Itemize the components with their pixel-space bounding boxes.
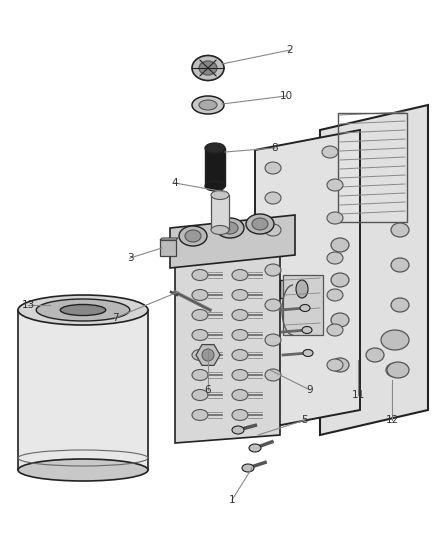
Ellipse shape	[252, 218, 268, 230]
Ellipse shape	[232, 310, 248, 320]
Ellipse shape	[199, 61, 217, 75]
Ellipse shape	[36, 299, 130, 321]
Ellipse shape	[192, 55, 224, 80]
Ellipse shape	[327, 212, 343, 224]
Ellipse shape	[265, 334, 281, 346]
Ellipse shape	[192, 409, 208, 421]
Circle shape	[202, 349, 214, 361]
Polygon shape	[255, 130, 360, 430]
Text: 8: 8	[272, 143, 278, 153]
Ellipse shape	[265, 299, 281, 311]
Ellipse shape	[60, 304, 106, 316]
Ellipse shape	[18, 295, 148, 325]
Ellipse shape	[391, 223, 409, 237]
Ellipse shape	[205, 143, 225, 153]
Text: 5: 5	[302, 415, 308, 425]
Ellipse shape	[232, 390, 248, 400]
Ellipse shape	[366, 348, 384, 362]
Ellipse shape	[265, 369, 281, 381]
Bar	[160, 240, 176, 256]
Ellipse shape	[300, 304, 310, 311]
Ellipse shape	[232, 369, 248, 381]
Ellipse shape	[387, 362, 409, 378]
Ellipse shape	[192, 270, 208, 280]
Ellipse shape	[242, 464, 254, 472]
Ellipse shape	[192, 369, 208, 381]
Ellipse shape	[331, 238, 349, 252]
Ellipse shape	[391, 298, 409, 312]
Ellipse shape	[331, 273, 349, 287]
Ellipse shape	[232, 350, 248, 360]
Ellipse shape	[265, 162, 281, 174]
Ellipse shape	[302, 327, 312, 334]
Ellipse shape	[331, 313, 349, 327]
Ellipse shape	[265, 224, 281, 236]
Text: 6: 6	[205, 385, 211, 395]
Bar	[338, 113, 407, 222]
Bar	[283, 275, 323, 335]
Ellipse shape	[205, 181, 225, 191]
Ellipse shape	[18, 459, 148, 481]
Bar	[211, 195, 229, 230]
Ellipse shape	[296, 280, 308, 298]
Text: 1: 1	[229, 495, 235, 505]
Ellipse shape	[303, 350, 313, 357]
Ellipse shape	[211, 190, 229, 199]
Ellipse shape	[199, 100, 217, 110]
Bar	[205, 148, 225, 186]
Ellipse shape	[211, 225, 229, 235]
Ellipse shape	[192, 350, 208, 360]
Ellipse shape	[216, 218, 244, 238]
Bar	[18, 310, 148, 470]
Ellipse shape	[232, 270, 248, 280]
Polygon shape	[175, 220, 280, 443]
Polygon shape	[170, 215, 295, 268]
Ellipse shape	[265, 192, 281, 204]
Ellipse shape	[179, 226, 207, 246]
Bar	[280, 280, 302, 298]
Ellipse shape	[322, 146, 338, 158]
Ellipse shape	[232, 329, 248, 341]
Ellipse shape	[331, 358, 349, 372]
Ellipse shape	[391, 258, 409, 272]
Ellipse shape	[327, 324, 343, 336]
Text: 7: 7	[112, 313, 118, 323]
Ellipse shape	[192, 390, 208, 400]
Ellipse shape	[327, 179, 343, 191]
Ellipse shape	[246, 214, 274, 234]
Text: 13: 13	[21, 300, 35, 310]
Ellipse shape	[327, 359, 343, 371]
Ellipse shape	[381, 330, 409, 350]
Ellipse shape	[232, 289, 248, 301]
Ellipse shape	[192, 329, 208, 341]
Text: 3: 3	[127, 253, 133, 263]
Ellipse shape	[192, 289, 208, 301]
Ellipse shape	[265, 264, 281, 276]
Ellipse shape	[327, 252, 343, 264]
Polygon shape	[160, 238, 178, 240]
Text: 12: 12	[385, 415, 399, 425]
Ellipse shape	[232, 426, 244, 434]
Polygon shape	[320, 105, 428, 435]
Text: 11: 11	[351, 390, 364, 400]
Ellipse shape	[192, 310, 208, 320]
Ellipse shape	[232, 409, 248, 421]
Ellipse shape	[327, 289, 343, 301]
Ellipse shape	[222, 222, 238, 234]
Text: 2: 2	[287, 45, 293, 55]
Text: 10: 10	[279, 91, 293, 101]
Ellipse shape	[192, 96, 224, 114]
Text: 4: 4	[172, 178, 178, 188]
Ellipse shape	[185, 230, 201, 242]
Ellipse shape	[386, 363, 404, 377]
Text: 9: 9	[307, 385, 313, 395]
Ellipse shape	[249, 444, 261, 452]
